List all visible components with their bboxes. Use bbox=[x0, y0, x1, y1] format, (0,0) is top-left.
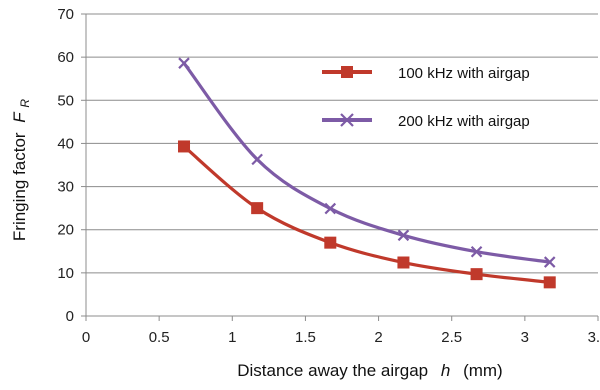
x-axis-title-var: h bbox=[441, 361, 450, 380]
y-axis-title-main: Fringing factor bbox=[10, 132, 29, 241]
data-point-100khz-0 bbox=[178, 140, 191, 153]
legend-label-100khz: 100 kHz with airgap bbox=[398, 65, 530, 82]
x-tick-label: 2.5 bbox=[441, 329, 462, 346]
data-point-200khz-2 bbox=[324, 202, 337, 215]
data-point-200khz-0 bbox=[178, 57, 190, 69]
x-axis-title-unit: (mm) bbox=[463, 361, 503, 380]
data-point-100khz-1 bbox=[251, 202, 264, 215]
data-point-100khz-2 bbox=[324, 236, 337, 249]
series-line-200khz bbox=[182, 61, 552, 264]
x-tick-label: 2 bbox=[374, 329, 382, 346]
y-tick-label: 0 bbox=[66, 308, 74, 325]
y-tick-label: 50 bbox=[57, 92, 74, 109]
legend: 100 kHz with airgap 200 kHz with airgap bbox=[322, 65, 530, 130]
grid-lines bbox=[86, 13, 598, 274]
y-tick-label: 10 bbox=[57, 265, 74, 282]
legend-label-200khz: 200 kHz with airgap bbox=[398, 113, 530, 130]
y-tick-label: 60 bbox=[57, 49, 74, 66]
series-line-100khz bbox=[182, 144, 552, 284]
x-axis-title-main: Distance away the airgap bbox=[237, 361, 428, 380]
x-tick-label: 1 bbox=[228, 329, 236, 346]
y-axis-title-sub: R bbox=[18, 99, 32, 108]
x-tick-label: 0 bbox=[82, 329, 90, 346]
data-point-100khz-4 bbox=[470, 268, 483, 281]
y-axis-title-var: F bbox=[10, 111, 29, 123]
x-tick-labels: 0 0.5 1 1.5 2 2.5 3 3.5 bbox=[82, 329, 600, 346]
x-axis-title: Distance away the airgap h (mm) bbox=[237, 361, 502, 380]
data-point-100khz-3 bbox=[397, 256, 410, 269]
x-tick-label: 3.5 bbox=[588, 329, 600, 346]
y-tick-label: 30 bbox=[57, 179, 74, 196]
y-axis-title: Fringing factor F R bbox=[10, 99, 32, 242]
data-point-100khz-5 bbox=[543, 276, 556, 289]
data-point-200khz-3 bbox=[397, 229, 410, 242]
series bbox=[178, 57, 556, 289]
y-tick-label: 70 bbox=[57, 6, 74, 23]
legend-marker-200khz bbox=[340, 113, 354, 127]
axes bbox=[81, 13, 599, 321]
data-point-200khz-5 bbox=[543, 256, 556, 268]
legend-item-200khz: 200 kHz with airgap bbox=[322, 113, 530, 130]
x-tick-label: 0.5 bbox=[149, 329, 170, 346]
x-tick-label: 3 bbox=[521, 329, 529, 346]
data-point-200khz-4 bbox=[470, 245, 483, 258]
x-tick-label: 1.5 bbox=[295, 329, 316, 346]
data-point-200khz-1 bbox=[251, 153, 263, 166]
legend-item-100khz: 100 kHz with airgap bbox=[322, 65, 530, 82]
y-tick-label: 40 bbox=[57, 135, 74, 152]
y-tick-label: 20 bbox=[57, 222, 74, 239]
y-tick-labels: 0 10 20 30 40 50 60 70 bbox=[57, 6, 74, 325]
legend-marker-100khz bbox=[341, 66, 353, 78]
